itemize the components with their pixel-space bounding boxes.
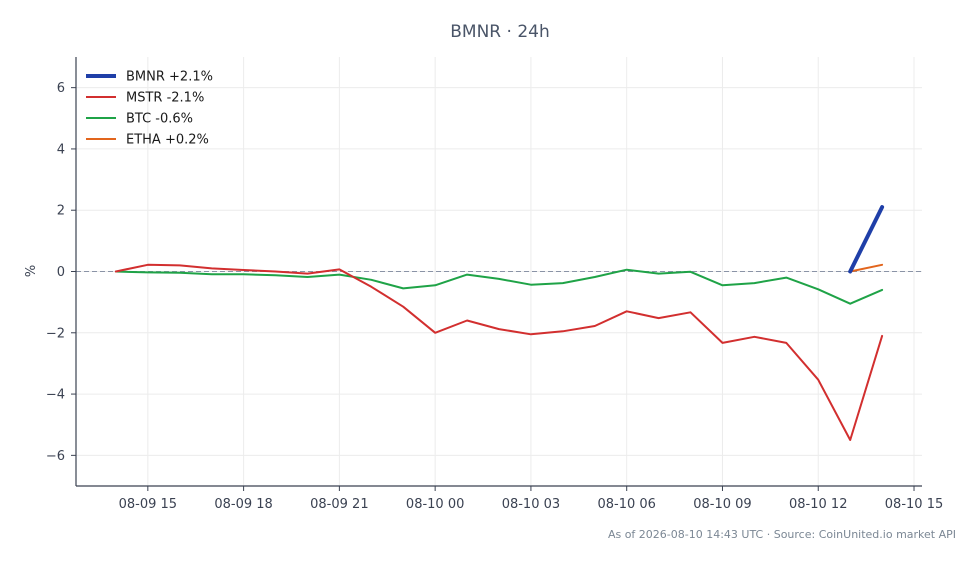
chart-title: BMNR · 24h — [450, 22, 549, 42]
series-line-btc — [114, 268, 884, 305]
x-tick-label: 08-10 06 — [597, 497, 655, 512]
x-tick-label: 08-09 21 — [310, 497, 368, 512]
series-line-bmnr — [848, 205, 885, 274]
x-tick-label: 08-10 15 — [885, 497, 943, 512]
grid-lines — [76, 57, 922, 486]
y-tick-label: 4 — [57, 142, 65, 157]
legend-label-etha: ETHA +0.2% — [126, 133, 209, 148]
legend-label-btc: BTC -0.6% — [126, 112, 193, 127]
x-axis-ticks: 08-09 15 08-09 18 08-09 21 08-10 00 08-10 03… — [119, 486, 943, 512]
y-tick-label: 2 — [57, 204, 65, 219]
series-line-mstr — [114, 263, 884, 441]
series-lines — [114, 205, 885, 441]
y-axis-ticks: 6 4 2 0 −2 −4 −6 — [46, 81, 76, 464]
series-line-etha — [849, 263, 884, 273]
x-tick-label: 08-10 03 — [502, 497, 560, 512]
x-tick-label: 08-10 12 — [789, 497, 847, 512]
footer-note: As of 2026-08-10 14:43 UTC · Source: Coi… — [608, 528, 956, 541]
y-tick-label: −6 — [46, 449, 65, 464]
y-axis-label: % — [24, 265, 39, 277]
x-tick-label: 08-10 00 — [406, 497, 464, 512]
legend: BMNR +2.1% MSTR -2.1% BTC -0.6% ETHA +0.2% — [86, 70, 213, 148]
x-tick-label: 08-09 15 — [119, 497, 177, 512]
legend-label-bmnr: BMNR +2.1% — [126, 70, 213, 85]
y-tick-label: −2 — [46, 326, 65, 341]
y-tick-label: 0 — [57, 265, 65, 280]
x-tick-label: 08-10 09 — [693, 497, 751, 512]
legend-label-mstr: MSTR -2.1% — [126, 91, 204, 106]
y-tick-label: −4 — [46, 388, 65, 403]
y-tick-label: 6 — [57, 81, 65, 96]
x-tick-label: 08-09 18 — [214, 497, 272, 512]
